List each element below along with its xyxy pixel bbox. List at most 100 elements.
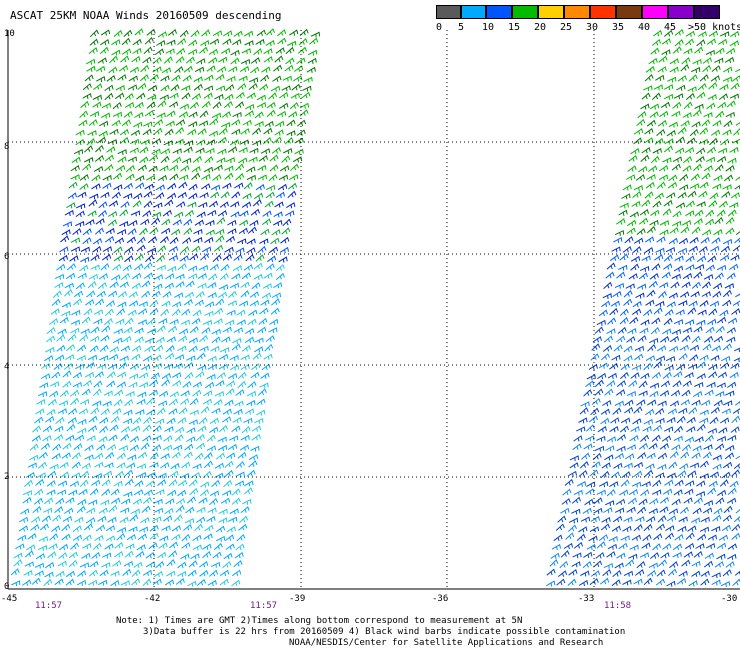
wind-barb — [243, 417, 253, 424]
wind-barb — [248, 77, 259, 84]
wind-barb — [160, 148, 171, 155]
wind-barb — [168, 479, 178, 487]
wind-barb — [87, 210, 97, 217]
wind-barb — [24, 550, 34, 558]
wind-barb — [181, 85, 191, 92]
wind-barb — [119, 209, 129, 217]
wind-barb — [71, 156, 81, 164]
wind-barb — [52, 443, 62, 451]
wind-barb — [643, 308, 653, 316]
wind-barb — [244, 328, 255, 335]
wind-barb — [131, 282, 141, 289]
wind-barb — [641, 146, 651, 154]
wind-barb — [620, 417, 631, 424]
wind-barb — [201, 327, 211, 334]
wind-barb — [618, 264, 628, 271]
wind-barb — [121, 119, 131, 127]
wind-barb — [684, 542, 695, 550]
wind-barb — [23, 570, 33, 577]
wind-barb — [174, 426, 185, 434]
wind-barb — [59, 246, 69, 253]
wind-barb — [52, 514, 62, 522]
wind-barb — [147, 236, 158, 244]
wind-barb — [86, 138, 96, 146]
wind-barb — [655, 74, 665, 82]
wind-barb — [122, 418, 133, 425]
wind-barb — [72, 298, 83, 306]
wind-barb — [631, 364, 641, 371]
wind-barb — [557, 515, 567, 523]
wind-barb — [729, 371, 739, 379]
wind-barb — [182, 380, 192, 388]
wind-barb — [132, 272, 142, 280]
wind-barb — [103, 390, 113, 397]
wind-barb — [688, 74, 698, 82]
wind-barb — [711, 579, 721, 586]
wind-barb — [61, 533, 71, 541]
wind-barb — [198, 46, 209, 54]
wind-barb — [159, 535, 169, 542]
wind-barb — [723, 505, 733, 514]
wind-barb — [141, 290, 151, 298]
wind-barb — [110, 415, 120, 424]
wind-barb — [246, 174, 256, 181]
wind-barb — [619, 202, 629, 209]
wind-barb — [177, 37, 187, 46]
wind-barb — [191, 93, 201, 100]
wind-barb — [733, 347, 740, 353]
wind-barb — [720, 355, 731, 362]
wind-barb — [590, 353, 600, 361]
wind-barb — [588, 535, 598, 542]
wind-barb — [265, 40, 275, 47]
wind-barb — [119, 281, 129, 288]
wind-barb — [606, 488, 616, 497]
wind-barb — [46, 489, 56, 496]
wind-barb — [726, 497, 737, 504]
wind-barb — [636, 561, 646, 569]
wind-barb — [692, 58, 702, 65]
wind-barb — [194, 523, 204, 532]
wind-barb — [244, 408, 255, 415]
wind-barb — [22, 490, 33, 496]
wind-barb — [715, 47, 725, 55]
wind-barb — [89, 488, 99, 496]
wind-barb — [285, 210, 295, 217]
wind-barb — [160, 84, 170, 92]
lon-label-42w: -42 — [144, 594, 160, 604]
wind-barb — [212, 30, 223, 37]
wind-barb — [192, 381, 202, 388]
wind-barb — [206, 445, 216, 452]
wind-barb — [210, 345, 220, 352]
wind-barb — [644, 246, 654, 254]
wind-barb — [109, 424, 119, 432]
wind-barb — [236, 319, 246, 326]
wind-barb — [89, 38, 99, 46]
wind-barb — [705, 156, 716, 163]
wind-barb — [598, 481, 609, 488]
wind-barb — [200, 406, 210, 414]
wind-barb — [299, 109, 309, 117]
wind-barb — [668, 568, 678, 576]
wind-barb — [92, 94, 102, 101]
wind-barb — [208, 48, 219, 56]
wind-barb — [591, 343, 601, 351]
wind-barb — [696, 91, 706, 99]
wind-barb — [281, 155, 291, 163]
wind-barb — [105, 535, 115, 542]
wind-barb — [622, 246, 632, 253]
wind-barb — [644, 236, 655, 243]
wind-barb — [250, 208, 260, 216]
wind-barb — [688, 580, 698, 587]
wind-barb — [70, 542, 80, 550]
wind-barb — [596, 541, 606, 549]
wind-barb — [727, 434, 737, 441]
wind-barb — [99, 344, 109, 352]
wind-barb — [250, 445, 260, 452]
wind-barb — [58, 254, 68, 262]
wind-barb — [291, 83, 301, 91]
wind-barb — [149, 532, 159, 540]
wind-barb — [703, 165, 713, 172]
wind-barb — [224, 399, 234, 406]
wind-barb — [134, 253, 144, 261]
wind-barb — [619, 489, 629, 496]
